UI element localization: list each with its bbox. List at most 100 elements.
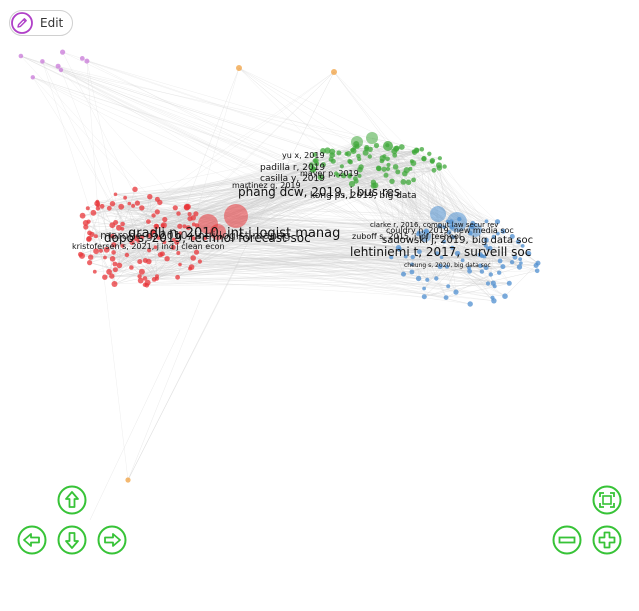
graph-node[interactable] xyxy=(183,204,190,211)
graph-node[interactable] xyxy=(83,224,89,230)
graph-node[interactable] xyxy=(111,242,117,248)
graph-node[interactable] xyxy=(175,274,181,280)
graph-node[interactable] xyxy=(137,277,144,284)
graph-node[interactable] xyxy=(187,212,192,217)
graph-node[interactable] xyxy=(400,179,407,185)
graph-node[interactable] xyxy=(162,216,168,223)
graph-node[interactable] xyxy=(193,249,200,255)
graph-node[interactable] xyxy=(502,293,508,300)
graph-node[interactable] xyxy=(87,260,93,266)
graph-node[interactable] xyxy=(516,239,521,245)
graph-node[interactable] xyxy=(147,248,152,253)
graph-node[interactable] xyxy=(98,248,103,253)
graph-node[interactable] xyxy=(60,49,66,55)
graph-node[interactable] xyxy=(534,268,540,274)
graph-node[interactable] xyxy=(320,162,326,168)
graph-node[interactable] xyxy=(178,262,182,267)
graph-node[interactable] xyxy=(103,246,110,253)
graph-node[interactable] xyxy=(437,156,442,161)
graph-node[interactable] xyxy=(385,156,390,162)
graph-node[interactable] xyxy=(483,237,489,243)
graph-node[interactable] xyxy=(153,245,158,249)
graph-node[interactable] xyxy=(160,223,165,228)
graph-node[interactable] xyxy=(373,142,380,149)
graph-node[interactable] xyxy=(147,233,154,239)
graph-node[interactable] xyxy=(435,251,440,256)
graph-node[interactable] xyxy=(146,258,152,265)
graph-node[interactable] xyxy=(170,244,176,250)
zoom-in-button[interactable] xyxy=(592,525,622,555)
graph-node[interactable] xyxy=(453,289,459,295)
graph-node[interactable] xyxy=(395,169,401,175)
graph-node[interactable] xyxy=(102,274,108,280)
graph-node[interactable] xyxy=(491,298,497,304)
graph-node[interactable] xyxy=(55,63,61,69)
graph-node[interactable] xyxy=(356,153,361,159)
graph-node[interactable] xyxy=(339,164,344,169)
graph-node[interactable] xyxy=(95,206,101,211)
graph-node[interactable] xyxy=(447,212,467,232)
graph-node[interactable] xyxy=(176,211,181,216)
graph-node[interactable] xyxy=(450,235,456,240)
pan-left-button[interactable] xyxy=(17,525,47,555)
graph-node[interactable] xyxy=(124,252,130,258)
graph-node[interactable] xyxy=(446,284,451,289)
graph-node[interactable] xyxy=(191,222,196,227)
graph-node[interactable] xyxy=(405,179,412,186)
graph-node[interactable] xyxy=(188,264,195,270)
graph-node[interactable] xyxy=(58,67,64,73)
graph-node[interactable] xyxy=(401,271,406,277)
graph-node[interactable] xyxy=(309,162,314,168)
graph-node[interactable] xyxy=(190,215,196,221)
graph-node[interactable] xyxy=(385,166,391,171)
graph-node[interactable] xyxy=(483,265,489,271)
graph-node[interactable] xyxy=(421,294,427,300)
graph-node[interactable] xyxy=(519,261,523,265)
graph-node[interactable] xyxy=(138,268,145,275)
graph-node[interactable] xyxy=(512,254,518,260)
graph-node[interactable] xyxy=(106,205,112,211)
graph-node[interactable] xyxy=(139,205,145,211)
graph-node[interactable] xyxy=(171,237,176,242)
graph-node[interactable] xyxy=(159,251,165,257)
pan-down-button[interactable] xyxy=(57,525,87,555)
graph-node[interactable] xyxy=(129,239,135,245)
graph-node[interactable] xyxy=(131,203,136,208)
graph-node[interactable] xyxy=(358,164,364,170)
graph-node[interactable] xyxy=(112,267,118,273)
graph-node[interactable] xyxy=(487,245,493,251)
graph-node[interactable] xyxy=(444,264,450,269)
graph-node[interactable] xyxy=(443,295,449,300)
graph-node[interactable] xyxy=(324,147,331,154)
graph-node[interactable] xyxy=(347,158,352,164)
graph-node[interactable] xyxy=(442,225,446,229)
fit-to-screen-button[interactable] xyxy=(592,485,622,515)
graph-node[interactable] xyxy=(106,268,112,275)
graph-node[interactable] xyxy=(492,284,497,289)
graph-node[interactable] xyxy=(467,301,473,307)
graph-node[interactable] xyxy=(468,223,482,237)
graph-node[interactable] xyxy=(120,243,125,248)
graph-node[interactable] xyxy=(112,261,118,267)
graph-node[interactable] xyxy=(86,236,92,242)
graph-node[interactable] xyxy=(224,204,248,228)
graph-node[interactable] xyxy=(518,257,523,261)
graph-node[interactable] xyxy=(410,254,415,260)
pan-right-button[interactable] xyxy=(97,525,127,555)
graph-node[interactable] xyxy=(132,186,138,192)
graph-node[interactable] xyxy=(436,165,443,171)
graph-node[interactable] xyxy=(137,259,143,265)
graph-node[interactable] xyxy=(87,230,92,236)
graph-node[interactable] xyxy=(439,255,444,260)
graph-node[interactable] xyxy=(417,249,422,255)
graph-node[interactable] xyxy=(367,146,373,152)
graph-node[interactable] xyxy=(497,270,502,275)
graph-node[interactable] xyxy=(419,147,425,152)
graph-node[interactable] xyxy=(109,273,115,279)
graph-node[interactable] xyxy=(120,227,125,231)
graph-node[interactable] xyxy=(351,136,363,148)
graph-node[interactable] xyxy=(84,58,90,64)
graph-node[interactable] xyxy=(345,151,352,157)
graph-node[interactable] xyxy=(210,224,226,240)
graph-node[interactable] xyxy=(392,152,398,158)
